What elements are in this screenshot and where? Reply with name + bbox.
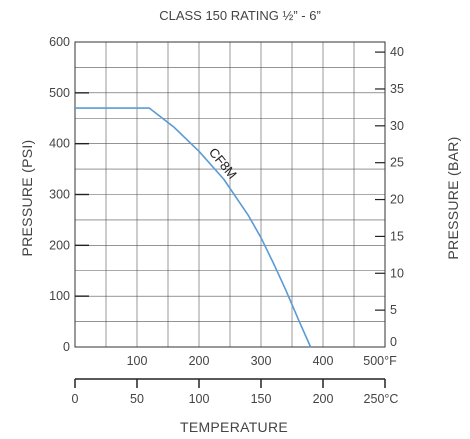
bar-tick-label: 5 bbox=[390, 303, 397, 317]
celsius-tick-label: 100 bbox=[189, 392, 210, 406]
fahrenheit-tick-label: 500°F bbox=[363, 354, 397, 368]
bar-tick-label: 0 bbox=[390, 335, 397, 349]
bar-tick-label: 20 bbox=[390, 193, 404, 207]
psi-tick-label: 500 bbox=[49, 86, 70, 100]
series-line-cf8m bbox=[75, 107, 312, 348]
celsius-tick-label: 50 bbox=[130, 392, 144, 406]
psi-tick-label: 600 bbox=[49, 35, 70, 49]
fahrenheit-tick-label: 100 bbox=[127, 354, 148, 368]
psi-tick-label: 300 bbox=[49, 188, 70, 202]
bar-tick-label: 15 bbox=[390, 229, 404, 243]
psi-tick-label: 400 bbox=[49, 137, 70, 151]
psi-tick-label: 200 bbox=[49, 238, 70, 252]
celsius-tick-label: 0 bbox=[72, 392, 79, 406]
y-axis-right-title: PRESSURE (BAR) bbox=[445, 136, 461, 259]
x-axis-celsius: 0 50 100 150 200 250°C bbox=[72, 378, 399, 406]
celsius-tick-label: 200 bbox=[313, 392, 334, 406]
psi-tick-label: 0 bbox=[63, 340, 70, 354]
bar-tick-label: 40 bbox=[390, 45, 404, 59]
bar-tick-label: 25 bbox=[390, 156, 404, 170]
left-y-axis-psi: 0 100 200 300 400 500 600 bbox=[49, 35, 89, 354]
right-y-axis-bar: 0 5 10 15 20 25 30 35 40 bbox=[375, 45, 404, 349]
celsius-tick-label: 150 bbox=[251, 392, 272, 406]
bar-tick-label: 30 bbox=[390, 119, 404, 133]
bar-tick-label: 35 bbox=[390, 82, 404, 96]
x-axis-title: TEMPERATURE bbox=[180, 419, 288, 435]
fahrenheit-tick-label: 300 bbox=[251, 354, 272, 368]
plot-grid bbox=[74, 41, 386, 348]
x-axis-fahrenheit: 100 200 300 400 500°F bbox=[127, 354, 398, 368]
celsius-tick-label: 250°C bbox=[364, 392, 399, 406]
fahrenheit-tick-label: 200 bbox=[189, 354, 210, 368]
bar-tick-label: 10 bbox=[390, 266, 404, 280]
psi-tick-label: 100 bbox=[49, 289, 70, 303]
fahrenheit-tick-label: 400 bbox=[313, 354, 334, 368]
series-label: CF8M bbox=[206, 145, 240, 182]
y-axis-left-title: PRESSURE (PSI) bbox=[19, 140, 35, 257]
chart-title: CLASS 150 RATING ½” - 6” bbox=[159, 8, 321, 23]
